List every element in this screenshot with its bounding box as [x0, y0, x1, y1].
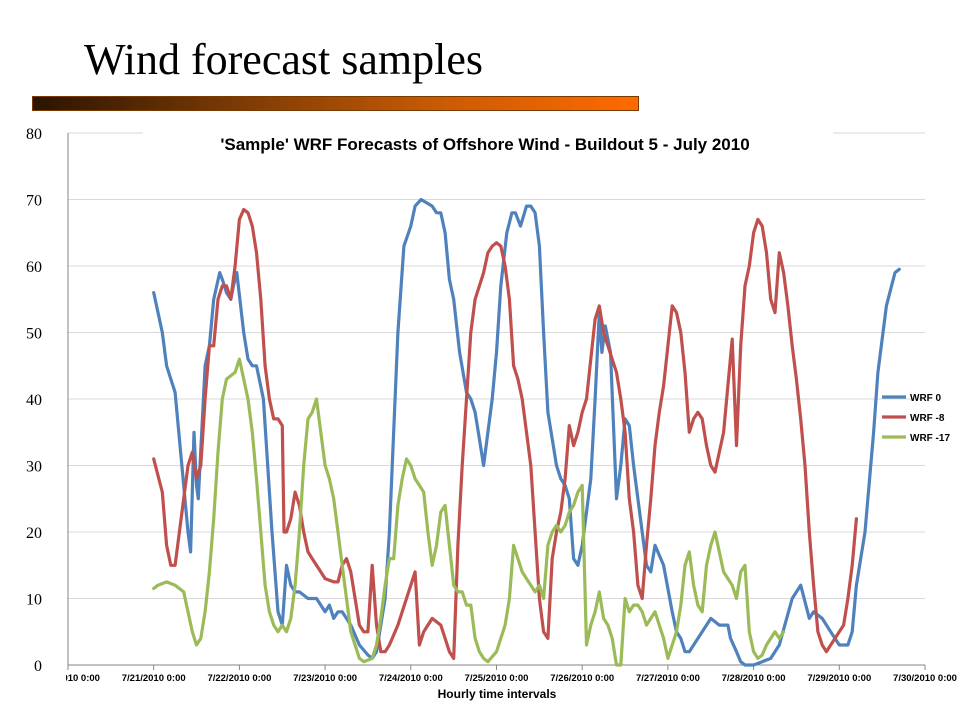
series-lines	[152, 197, 901, 667]
x-tick-label: 7/26/2010 0:00	[550, 673, 614, 684]
x-tick-label: 7/23/2010 0:00	[293, 673, 357, 684]
x-tick-label: 7/27/2010 0:00	[636, 673, 700, 684]
y-tick-label: 20	[26, 525, 42, 542]
slide-title: Wind forecast samples	[84, 35, 483, 84]
x-tick-label: 7/30/2010 0:00	[893, 673, 957, 684]
y-tick-label: 70	[26, 193, 42, 210]
y-tick-label: 50	[26, 326, 42, 343]
x-axis: 7/20/2010 0:00 7/21/2010 0:00 7/22/2010 0:…	[36, 664, 957, 684]
y-tick-label: 80	[26, 126, 42, 143]
x-tick-label: 7/25/2010 0:00	[465, 673, 529, 684]
series-line-wrf-8	[152, 207, 858, 660]
y-tick-label: 60	[26, 259, 42, 276]
x-tick-label: 7/22/2010 0:00	[207, 673, 271, 684]
x-tick-label: 7/20/2010 0:00	[36, 673, 100, 684]
chart-title-background	[143, 128, 833, 160]
legend-label: WRF -8	[910, 413, 945, 424]
x-tick-label: 7/29/2010 0:00	[807, 673, 871, 684]
legend-label: WRF -17	[910, 433, 950, 444]
x-axis-label: Hourly time intervals	[438, 687, 557, 701]
x-tick-label: 7/28/2010 0:00	[722, 673, 786, 684]
x-tick-label: 7/21/2010 0:00	[122, 673, 186, 684]
legend-label: WRF 0	[910, 393, 942, 404]
x-tick-label: 7/24/2010 0:00	[379, 673, 443, 684]
title-gradient-bar	[32, 96, 639, 111]
series-line-wrf-17	[152, 357, 786, 667]
y-tick-label: 0	[34, 658, 42, 675]
y-tick-label: 30	[26, 459, 42, 476]
chart-title: 'Sample' WRF Forecasts of Offshore Wind …	[220, 135, 749, 154]
y-tick-label: 10	[26, 592, 42, 609]
legend: WRF 0 WRF -8 WRF -17	[882, 393, 950, 444]
y-axis: 0 10 20 30 40 50 60 70 80	[26, 126, 69, 675]
y-tick-label: 40	[26, 392, 42, 409]
series-line-wrf-0	[152, 197, 901, 667]
wrf-line-chart: 0 10 20 30 40 50 60 70 80 7/20/2010 0:00 7/21/201…	[26, 126, 957, 701]
